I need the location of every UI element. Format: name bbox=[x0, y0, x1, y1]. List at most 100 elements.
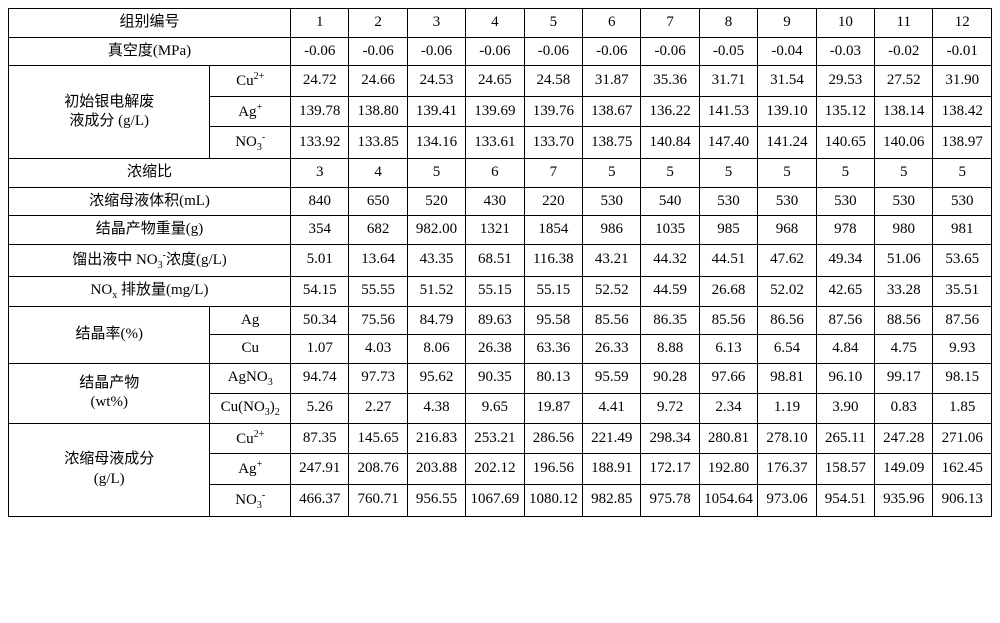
data-cell: 203.88 bbox=[407, 454, 465, 485]
data-cell: 271.06 bbox=[933, 423, 992, 454]
data-cell: 1035 bbox=[641, 216, 699, 245]
row-sublabel: AgNO3 bbox=[210, 363, 291, 393]
data-cell: 63.36 bbox=[524, 335, 582, 364]
row-group-label: 浓缩母液成分(g/L) bbox=[9, 423, 210, 516]
data-cell: 149.09 bbox=[875, 454, 933, 485]
row-sublabel: Ag+ bbox=[210, 96, 291, 127]
table-body: 组别编号123456789101112真空度(MPa)-0.06-0.06-0.… bbox=[9, 9, 992, 517]
data-cell: 80.13 bbox=[524, 363, 582, 393]
data-cell: 0.83 bbox=[875, 393, 933, 423]
data-cell: 95.59 bbox=[583, 363, 641, 393]
data-cell: 140.65 bbox=[816, 127, 874, 159]
row-sublabel: Cu(NO3)2 bbox=[210, 393, 291, 423]
data-cell: 4 bbox=[349, 159, 407, 188]
data-cell: 86.56 bbox=[758, 306, 816, 335]
data-cell: 540 bbox=[641, 187, 699, 216]
header-col-5: 5 bbox=[524, 9, 582, 38]
data-cell: 33.28 bbox=[875, 276, 933, 306]
data-cell: 1054.64 bbox=[699, 484, 757, 516]
data-cell: 975.78 bbox=[641, 484, 699, 516]
header-row: 组别编号123456789101112 bbox=[9, 9, 992, 38]
data-cell: 176.37 bbox=[758, 454, 816, 485]
data-cell: -0.06 bbox=[349, 37, 407, 66]
data-cell: 840 bbox=[291, 187, 349, 216]
data-cell: 982.00 bbox=[407, 216, 465, 245]
data-cell: 6.13 bbox=[699, 335, 757, 364]
row-label: 浓缩母液体积(mL) bbox=[9, 187, 291, 216]
data-cell: 138.97 bbox=[933, 127, 992, 159]
data-cell: 6 bbox=[466, 159, 524, 188]
data-cell: 138.42 bbox=[933, 96, 992, 127]
data-cell: 208.76 bbox=[349, 454, 407, 485]
data-cell: 530 bbox=[699, 187, 757, 216]
data-cell: 4.41 bbox=[583, 393, 641, 423]
data-cell: 1854 bbox=[524, 216, 582, 245]
data-cell: 87.56 bbox=[816, 306, 874, 335]
data-cell: 1321 bbox=[466, 216, 524, 245]
data-cell: 278.10 bbox=[758, 423, 816, 454]
data-cell: 2.34 bbox=[699, 393, 757, 423]
data-cell: 286.56 bbox=[524, 423, 582, 454]
table-row: 浓缩母液体积(mL)840650520430220530540530530530… bbox=[9, 187, 992, 216]
data-cell: 145.65 bbox=[349, 423, 407, 454]
data-cell: 139.41 bbox=[407, 96, 465, 127]
data-cell: 138.67 bbox=[583, 96, 641, 127]
data-cell: 44.59 bbox=[641, 276, 699, 306]
data-cell: 9.72 bbox=[641, 393, 699, 423]
data-cell: 95.58 bbox=[524, 306, 582, 335]
data-cell: 650 bbox=[349, 187, 407, 216]
data-cell: 188.91 bbox=[583, 454, 641, 485]
data-cell: 4.03 bbox=[349, 335, 407, 364]
data-cell: 138.14 bbox=[875, 96, 933, 127]
data-cell: 139.10 bbox=[758, 96, 816, 127]
data-cell: 35.36 bbox=[641, 66, 699, 97]
data-cell: 24.65 bbox=[466, 66, 524, 97]
data-cell: 2.27 bbox=[349, 393, 407, 423]
data-cell: 980 bbox=[875, 216, 933, 245]
header-col-3: 3 bbox=[407, 9, 465, 38]
data-cell: 202.12 bbox=[466, 454, 524, 485]
data-cell: 55.55 bbox=[349, 276, 407, 306]
data-cell: 55.15 bbox=[466, 276, 524, 306]
data-cell: 1067.69 bbox=[466, 484, 524, 516]
data-cell: 247.91 bbox=[291, 454, 349, 485]
data-cell: 172.17 bbox=[641, 454, 699, 485]
data-cell: 53.65 bbox=[933, 244, 992, 276]
data-cell: 141.24 bbox=[758, 127, 816, 159]
data-cell: 42.65 bbox=[816, 276, 874, 306]
data-cell: 13.64 bbox=[349, 244, 407, 276]
data-cell: 75.56 bbox=[349, 306, 407, 335]
data-cell: -0.04 bbox=[758, 37, 816, 66]
data-cell: 52.52 bbox=[583, 276, 641, 306]
data-cell: 247.28 bbox=[875, 423, 933, 454]
data-cell: 956.55 bbox=[407, 484, 465, 516]
data-cell: 1.85 bbox=[933, 393, 992, 423]
table-row: NOx 排放量(mg/L)54.1555.5551.5255.1555.1552… bbox=[9, 276, 992, 306]
data-cell: 26.38 bbox=[466, 335, 524, 364]
table-row: 初始银电解废液成分 (g/L)Cu2+24.7224.6624.5324.652… bbox=[9, 66, 992, 97]
data-cell: 1.07 bbox=[291, 335, 349, 364]
header-col-4: 4 bbox=[466, 9, 524, 38]
data-cell: 430 bbox=[466, 187, 524, 216]
data-cell: 31.90 bbox=[933, 66, 992, 97]
data-cell: 134.16 bbox=[407, 127, 465, 159]
data-cell: 760.71 bbox=[349, 484, 407, 516]
data-cell: 221.49 bbox=[583, 423, 641, 454]
data-cell: 133.61 bbox=[466, 127, 524, 159]
data-cell: 90.28 bbox=[641, 363, 699, 393]
data-cell: 133.92 bbox=[291, 127, 349, 159]
data-cell: 5 bbox=[407, 159, 465, 188]
data-cell: -0.01 bbox=[933, 37, 992, 66]
data-cell: 89.63 bbox=[466, 306, 524, 335]
data-cell: 5 bbox=[816, 159, 874, 188]
data-cell: 5 bbox=[875, 159, 933, 188]
data-cell: 5 bbox=[933, 159, 992, 188]
data-cell: 354 bbox=[291, 216, 349, 245]
data-cell: 5.26 bbox=[291, 393, 349, 423]
data-cell: 973.06 bbox=[758, 484, 816, 516]
data-cell: 978 bbox=[816, 216, 874, 245]
data-cell: -0.03 bbox=[816, 37, 874, 66]
data-cell: 139.76 bbox=[524, 96, 582, 127]
data-cell: 3 bbox=[291, 159, 349, 188]
row-sublabel: Cu bbox=[210, 335, 291, 364]
